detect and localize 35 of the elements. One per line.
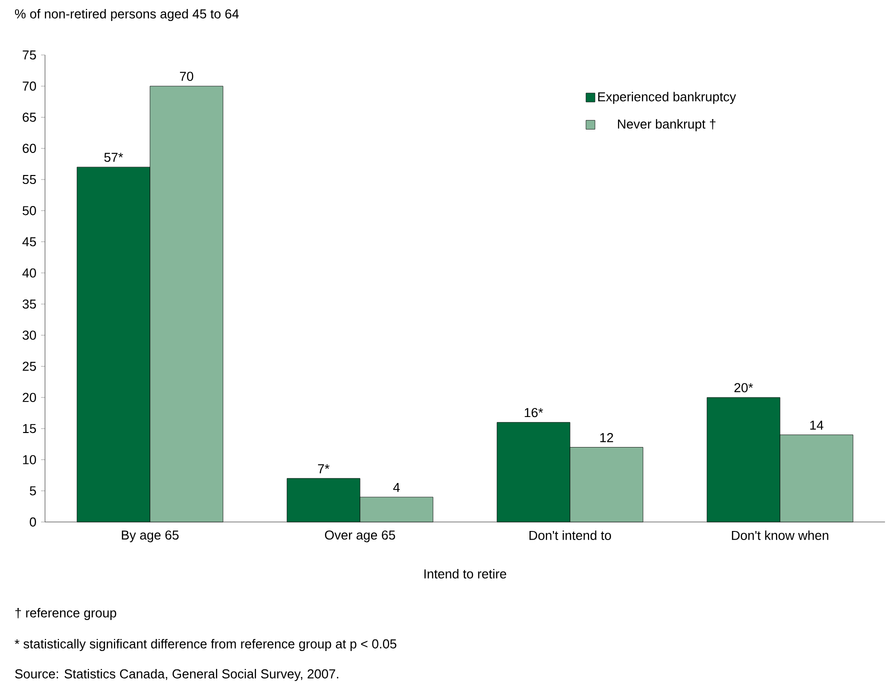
source-note: Source: Statistics Canada, General Social Survey, 2007. — [15, 668, 338, 682]
data-label: 70 — [180, 72, 194, 81]
text: * statistically significant difference from reference group at p < 0.05 — [14, 638, 396, 652]
y-tick-label: 50 — [22, 206, 36, 216]
y-tick-label: 40 — [22, 268, 36, 278]
data-label: 14 — [810, 420, 824, 430]
y-tick-label: 45 — [22, 237, 36, 246]
y-tick-label: 20 — [22, 392, 36, 402]
y-tick-label: 75 — [22, 50, 36, 60]
x-tick-label: By age 65 — [122, 530, 179, 542]
data-label: 12 — [600, 433, 614, 442]
y-tick-label: 5 — [30, 486, 36, 496]
y-tick-label: 60 — [22, 144, 36, 153]
text: † reference group — [15, 608, 116, 620]
y-tick-label: 70 — [22, 82, 36, 91]
data-label: 7* — [318, 464, 330, 474]
data-label: 16* — [524, 408, 544, 418]
data-label: 57* — [104, 152, 124, 162]
data-label: 20* — [734, 383, 754, 392]
y-tick-label: 10 — [23, 455, 36, 464]
y-tick-label: 55 — [22, 175, 36, 184]
y-tick-label: 65 — [22, 112, 36, 122]
x-axis-title: Intend to retire — [424, 568, 506, 578]
legend-label: Experienced bankruptcy — [598, 92, 736, 104]
data-label: 4 — [393, 482, 400, 492]
legend-label: Never bankrupt † — [618, 119, 716, 132]
x-tick-label: Don't intend to — [530, 530, 611, 540]
x-tick-label: Don't know when — [732, 530, 828, 540]
y-tick-label: 15 — [23, 424, 36, 434]
y-tick-label: 0 — [30, 517, 36, 527]
y-tick-label: 25 — [22, 362, 36, 371]
y-tick-label: 35 — [22, 299, 36, 309]
y-axis-title: % of non-retired persons aged 45 to 64 — [14, 8, 239, 22]
x-tick-label: Over age 65 — [324, 530, 396, 542]
y-tick-label: 30 — [22, 330, 36, 340]
